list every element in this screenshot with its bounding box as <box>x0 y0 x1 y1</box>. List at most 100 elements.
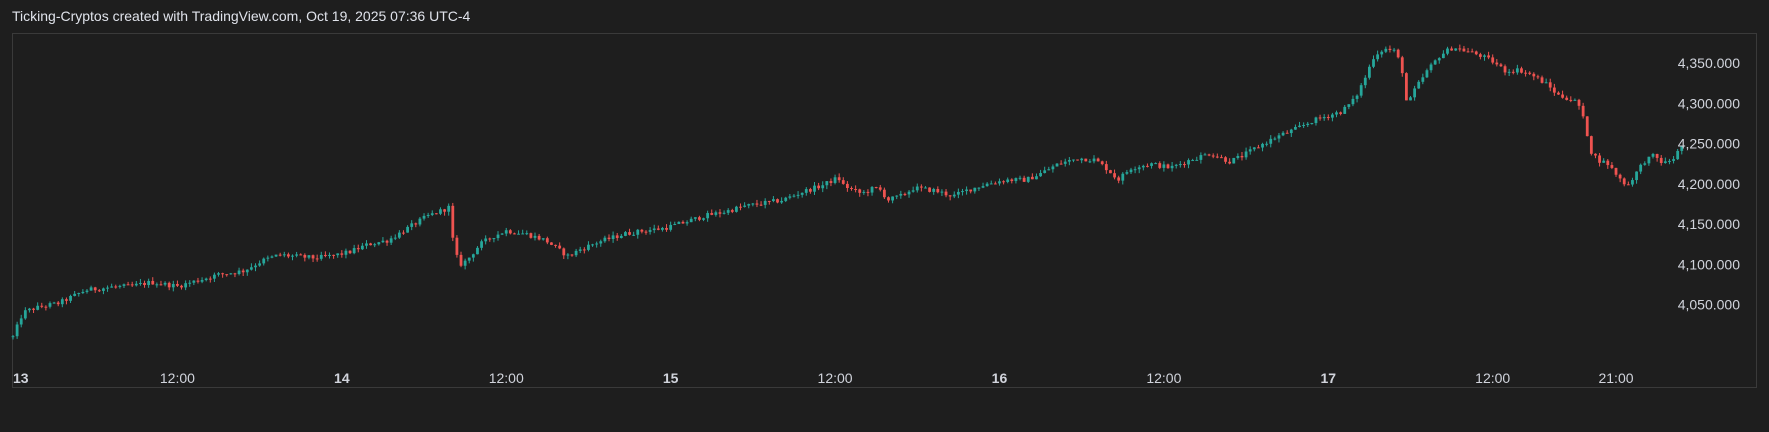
candle-295 <box>1224 157 1227 162</box>
candle-129 <box>541 238 545 240</box>
candle-145 <box>607 237 611 239</box>
candle-380 <box>1573 99 1577 101</box>
candle-59 <box>254 265 257 268</box>
candle-136 <box>570 254 574 256</box>
candle-139 <box>582 249 586 251</box>
candle-201 <box>837 177 841 181</box>
candle-188 <box>784 197 788 201</box>
candle-348 <box>1441 53 1445 59</box>
candle-207 <box>862 191 866 193</box>
candle-312 <box>1294 126 1297 130</box>
candle-352 <box>1458 48 1462 50</box>
candle-22 <box>102 288 105 291</box>
candle-18 <box>85 290 89 292</box>
candle-235 <box>977 187 981 189</box>
candle-216 <box>899 193 903 196</box>
candle-303 <box>1257 147 1260 149</box>
candle-311 <box>1289 129 1293 134</box>
candle-31 <box>139 282 142 284</box>
candle-90 <box>381 240 385 243</box>
candle-47 <box>204 278 208 281</box>
candle-269 <box>1117 177 1121 181</box>
candle-239 <box>993 183 997 185</box>
candle-174 <box>726 210 730 213</box>
candle-41 <box>180 285 183 288</box>
candle-208 <box>866 191 870 193</box>
time-tick-label: 21:00 <box>1598 370 1633 386</box>
candle-84 <box>356 248 360 250</box>
candle-64 <box>274 254 278 257</box>
candle-297 <box>1232 157 1236 164</box>
candle-73 <box>311 255 315 259</box>
candle-382 <box>1581 105 1585 117</box>
candle-360 <box>1491 57 1495 63</box>
candle-28 <box>126 284 130 286</box>
candle-340 <box>1409 97 1412 101</box>
candle-17 <box>81 291 85 294</box>
candle-160 <box>669 224 673 230</box>
candle-20 <box>93 287 97 291</box>
candle-78 <box>332 254 336 256</box>
candle-119 <box>500 233 504 235</box>
price-tick-label: 4,150.000 <box>1678 216 1740 232</box>
candle-392 <box>1622 178 1626 185</box>
candle-155 <box>648 230 652 232</box>
candle-123 <box>517 233 520 235</box>
candle-56 <box>241 270 245 273</box>
candle-321 <box>1331 114 1334 118</box>
candle-367 <box>1520 68 1523 73</box>
candle-256 <box>1063 161 1067 164</box>
price-tick-label: 4,300.000 <box>1678 95 1740 111</box>
candle-183 <box>763 200 767 205</box>
candle-277 <box>1150 163 1153 166</box>
candle-171 <box>714 212 718 215</box>
candle-157 <box>656 228 660 230</box>
candle-388 <box>1606 160 1610 166</box>
candle-13 <box>65 299 68 301</box>
candle-88 <box>373 244 377 246</box>
candle-9 <box>48 303 52 307</box>
candle-210 <box>874 187 878 189</box>
candle-310 <box>1285 132 1289 134</box>
candle-150 <box>628 232 631 235</box>
candle-159 <box>665 227 668 230</box>
candle-109 <box>459 254 463 266</box>
candle-7 <box>40 305 44 307</box>
candle-394 <box>1631 180 1634 185</box>
candle-257 <box>1067 160 1071 162</box>
candle-108 <box>455 237 459 255</box>
candle-245 <box>1018 177 1022 179</box>
candle-222 <box>924 187 927 189</box>
candle-226 <box>940 191 944 193</box>
candle-147 <box>615 235 619 238</box>
candle-142 <box>595 243 599 245</box>
candle-138 <box>578 249 582 251</box>
candle-121 <box>508 230 512 234</box>
candle-107 <box>451 205 455 238</box>
candle-338 <box>1400 57 1404 74</box>
candle-29 <box>130 284 134 286</box>
candle-325 <box>1347 104 1351 107</box>
candle-292 <box>1211 155 1215 157</box>
candle-164 <box>685 222 689 224</box>
candle-111 <box>467 257 471 261</box>
candle-85 <box>360 245 364 250</box>
candle-94 <box>397 232 401 238</box>
candle-110 <box>463 260 467 266</box>
candle-81 <box>344 250 348 255</box>
candle-374 <box>1548 82 1552 88</box>
candles-layer <box>11 44 1684 340</box>
candle-327 <box>1355 95 1359 99</box>
candle-240 <box>998 181 1001 184</box>
candle-232 <box>965 189 968 192</box>
candle-390 <box>1614 167 1618 175</box>
candle-234 <box>973 187 977 192</box>
candle-279 <box>1158 163 1162 168</box>
candle-137 <box>574 250 578 256</box>
candle-170 <box>710 213 714 215</box>
candle-391 <box>1618 174 1622 179</box>
candle-260 <box>1080 158 1084 161</box>
candle-132 <box>554 244 557 246</box>
candle-261 <box>1084 158 1088 162</box>
